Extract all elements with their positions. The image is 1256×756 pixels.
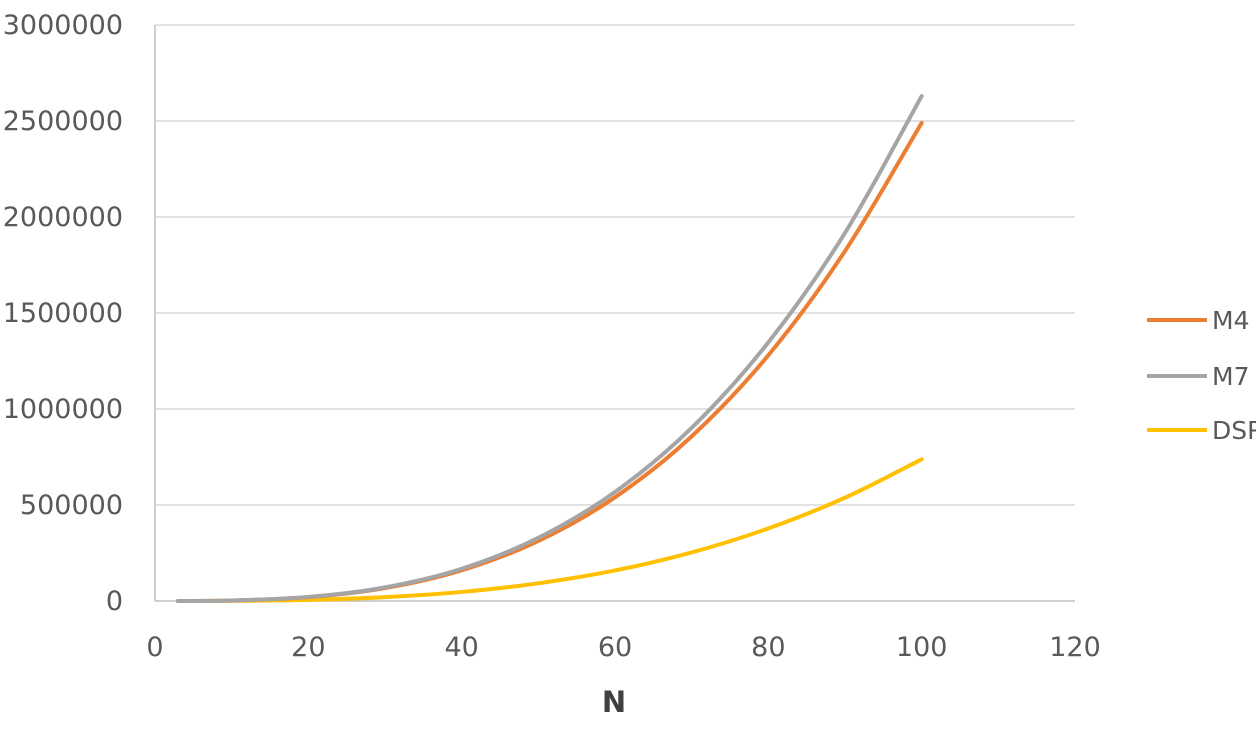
x-tick-label: 120 xyxy=(1049,632,1101,663)
x-tick-label: 80 xyxy=(751,632,785,663)
x-axis-label: N xyxy=(602,685,626,719)
y-tick-label: 1000000 xyxy=(3,394,123,425)
legend-label-m4: M4 xyxy=(1212,306,1249,335)
y-tick-label: 0 xyxy=(106,586,123,617)
series-line-dsp xyxy=(176,457,924,603)
y-tick-label: 3000000 xyxy=(3,10,123,41)
gridlines xyxy=(155,24,1075,506)
series-lines xyxy=(176,94,924,603)
y-axis-ticks: 0 500000 1000000 1500000 2000000 2500000 30000… xyxy=(3,10,123,617)
y-tick-label: 2000000 xyxy=(3,202,123,233)
y-tick-label: 2500000 xyxy=(3,106,123,137)
x-tick-label: 0 xyxy=(146,632,163,663)
series-line-m4 xyxy=(176,120,924,603)
series-line-m7 xyxy=(176,94,924,603)
x-tick-label: 60 xyxy=(598,632,632,663)
legend: M4 M7 DSP xyxy=(1147,306,1256,445)
x-tick-label: 20 xyxy=(291,632,325,663)
x-tick-label: 100 xyxy=(896,632,948,663)
x-tick-label: 40 xyxy=(444,632,478,663)
y-tick-label: 1500000 xyxy=(3,298,123,329)
legend-label-m7: M7 xyxy=(1212,362,1249,391)
y-tick-label: 500000 xyxy=(20,490,123,521)
legend-label-dsp: DSP xyxy=(1212,416,1256,445)
x-axis-ticks: 0 20 40 60 80 100 120 xyxy=(146,632,1100,663)
